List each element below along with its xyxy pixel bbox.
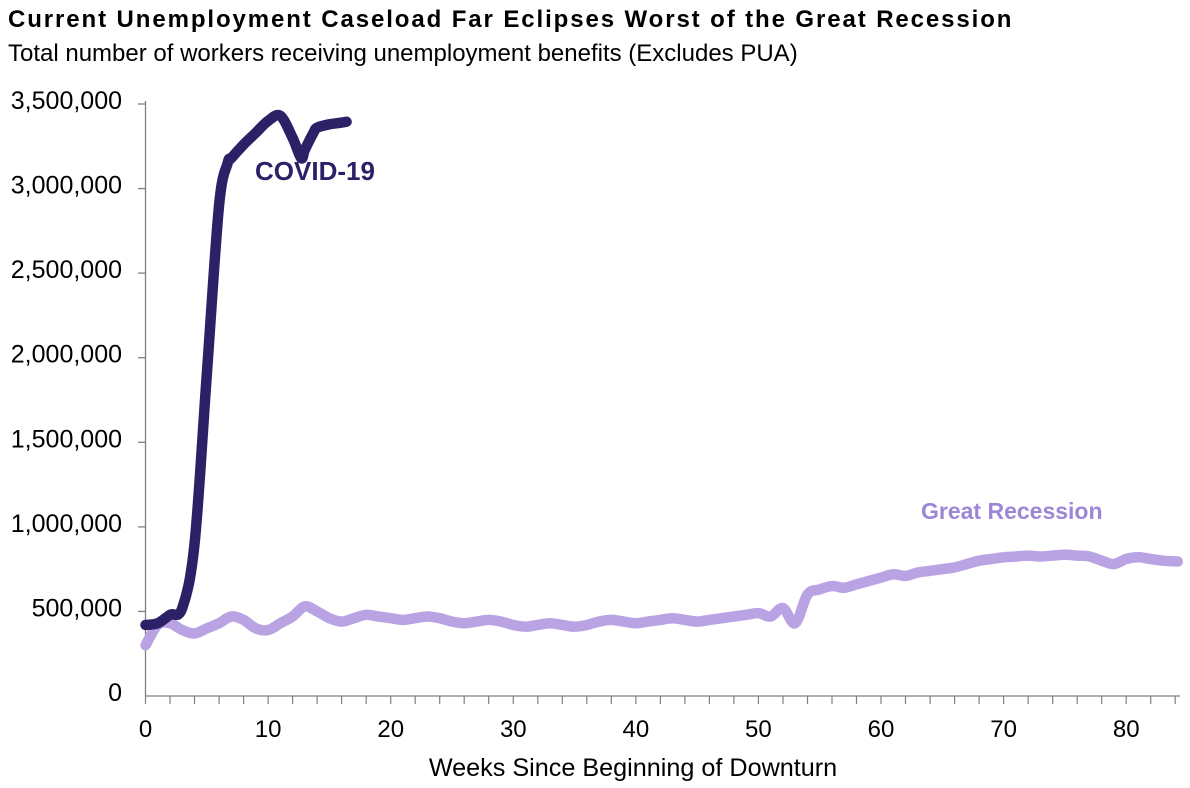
svg-text:50: 50	[745, 716, 772, 743]
svg-text:1,500,000: 1,500,000	[11, 425, 122, 453]
svg-text:0: 0	[139, 716, 152, 743]
svg-text:20: 20	[377, 716, 404, 743]
svg-text:Great Recession: Great Recession	[921, 498, 1103, 524]
svg-text:3,000,000: 3,000,000	[11, 172, 122, 200]
svg-text:3,500,000: 3,500,000	[11, 87, 122, 115]
svg-text:70: 70	[990, 716, 1017, 743]
svg-text:40: 40	[623, 716, 650, 743]
svg-text:30: 30	[500, 716, 527, 743]
svg-text:2,500,000: 2,500,000	[11, 256, 122, 284]
svg-text:1,000,000: 1,000,000	[11, 510, 122, 538]
svg-text:80: 80	[1113, 716, 1140, 743]
svg-text:Weeks Since Beginning of Downt: Weeks Since Beginning of Downturn	[429, 754, 837, 782]
svg-text:COVID-19: COVID-19	[255, 156, 375, 186]
svg-text:2,000,000: 2,000,000	[11, 341, 122, 369]
svg-text:0: 0	[108, 679, 122, 707]
svg-text:60: 60	[868, 716, 895, 743]
svg-text:500,000: 500,000	[32, 594, 122, 622]
svg-text:10: 10	[255, 716, 282, 743]
